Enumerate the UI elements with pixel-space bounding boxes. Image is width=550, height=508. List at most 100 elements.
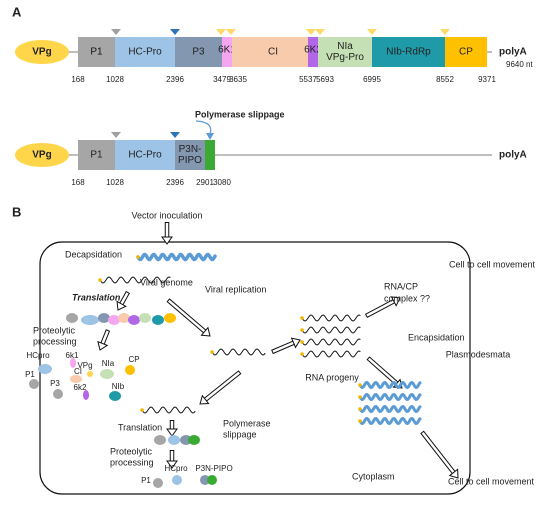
site-marker [111,132,121,138]
label: HC-Pro [128,150,162,161]
rna [136,252,217,262]
label: Translation [72,292,121,302]
protein [109,391,121,401]
label: P1 [90,47,103,58]
segment [238,37,308,67]
label: RNA progeny [305,372,359,382]
protein [70,358,76,368]
segment [175,140,205,170]
label: polyA [499,47,527,58]
label: HC-Pro [128,47,162,58]
label: Cytoplasm [352,471,395,481]
label: Viral replication [205,284,266,294]
label: processing [110,457,154,467]
arrow-head [166,460,178,469]
segment [308,37,318,67]
rna [301,338,361,346]
site-marker [367,29,377,35]
rna [141,406,196,414]
site-marker [315,29,325,35]
label: polyA [499,150,527,161]
label: P3N-PIPO [195,464,232,473]
label: Proteolytic [110,446,153,456]
site-marker [216,29,226,35]
label: Cell to cell movement [449,259,536,269]
protein [188,435,200,445]
arrow-head [199,394,210,405]
label: 5693 [316,75,334,84]
protein [29,379,39,389]
protein [81,315,99,325]
protein [139,313,151,323]
label: processing [33,336,77,346]
label: 5537 [299,75,317,84]
label: 6K2 [304,45,322,56]
rna [301,350,361,358]
label: slippage [223,429,257,439]
label: HCpro [26,351,50,360]
label: P3 [50,379,60,388]
cap [300,352,304,356]
label: Polymerase slippage [195,109,285,119]
arrow-shaft [272,341,295,353]
cap [358,383,362,387]
label: 2396 [166,75,184,84]
label: 3479 [213,75,231,84]
site-marker [111,29,121,35]
arrow-shaft [421,432,455,474]
arrow-head [200,326,211,337]
label: 2901 [196,178,214,187]
cap [358,407,362,411]
label: 3080 [213,178,231,187]
label: Translation [118,422,162,432]
arrow-head [166,428,178,437]
arrow-head [161,236,173,245]
cap [358,395,362,399]
label: Encapsidation [408,332,465,342]
arrow-head [116,300,127,311]
segment [175,37,222,67]
site-marker [170,29,180,35]
label: P1 [25,370,35,379]
segment [205,140,215,170]
label: Decapsidation [65,249,122,259]
label: 9371 [478,75,496,84]
arrow-shaft [167,299,206,333]
arrow-head [448,468,459,479]
protein [108,315,120,325]
rna [358,404,422,414]
label: NIa [102,359,115,368]
site-marker [306,29,316,35]
rna [211,348,266,356]
protein [87,371,93,377]
label: Vector inoculation [131,210,202,220]
site-marker [170,132,180,138]
segment [318,37,372,67]
cap [98,278,102,282]
label: P3 [192,47,205,58]
curved-arrow [195,120,212,135]
label: 2396 [166,178,184,187]
label: 6995 [363,75,381,84]
segment [372,37,445,67]
cap [136,255,140,259]
cap [140,408,144,412]
segment [115,37,175,67]
panel-label: B [12,204,21,219]
rna [99,276,171,284]
protein [66,313,78,323]
label: 1028 [106,75,124,84]
protein [98,313,110,323]
label: 6k2 [74,383,87,392]
arrow-shaft [101,330,109,344]
label: NIb [112,382,125,391]
protein [118,313,130,323]
label: 6K1 [218,45,236,56]
cap [300,340,304,344]
arrow-head [206,133,214,140]
protein [152,315,164,325]
label: P1 [90,150,103,161]
protein [200,475,210,485]
rna [358,380,422,390]
label: RNA/CP [384,281,418,291]
